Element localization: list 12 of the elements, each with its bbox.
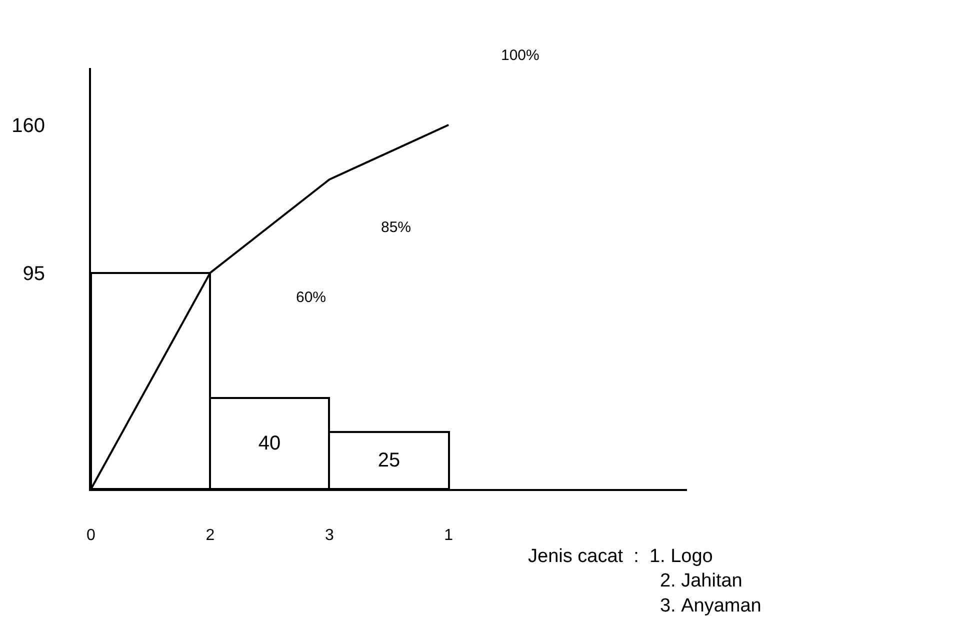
y-tick-label: 160 (12, 114, 45, 137)
x-tick-label: 1 (444, 527, 454, 544)
y-tick-label: 95 (22, 262, 45, 285)
text: 100% (501, 47, 540, 64)
x-tick-label: 2 (206, 527, 215, 544)
data-label: 25 (378, 450, 400, 472)
data-label: 40 (258, 432, 281, 454)
x-tick-label: 3 (324, 527, 334, 544)
annotation: 60% (296, 289, 326, 306)
text: Jenis cacat : 1. Logo 2. Jahitan 3. Anyaman (528, 546, 762, 616)
annotation: 85% (381, 219, 412, 236)
x-tick-label: 0 (86, 527, 96, 544)
